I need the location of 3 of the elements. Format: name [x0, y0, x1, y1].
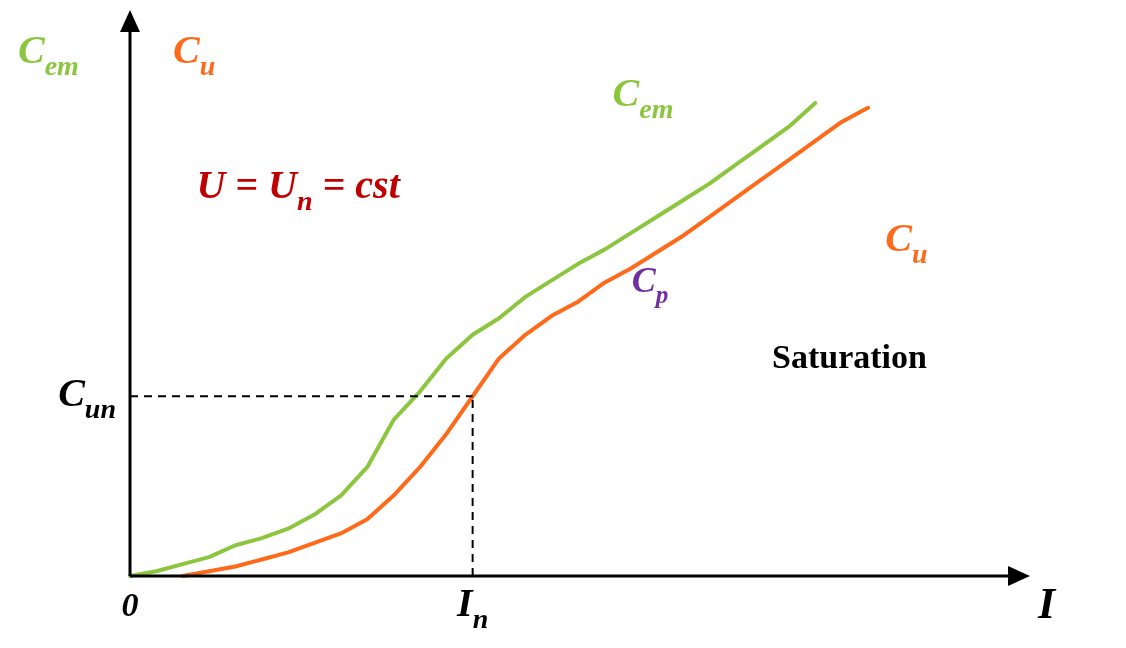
annotation: Saturation: [772, 337, 928, 375]
x-axis-title: I: [1037, 579, 1057, 628]
x-tick-label: 0: [121, 586, 139, 623]
